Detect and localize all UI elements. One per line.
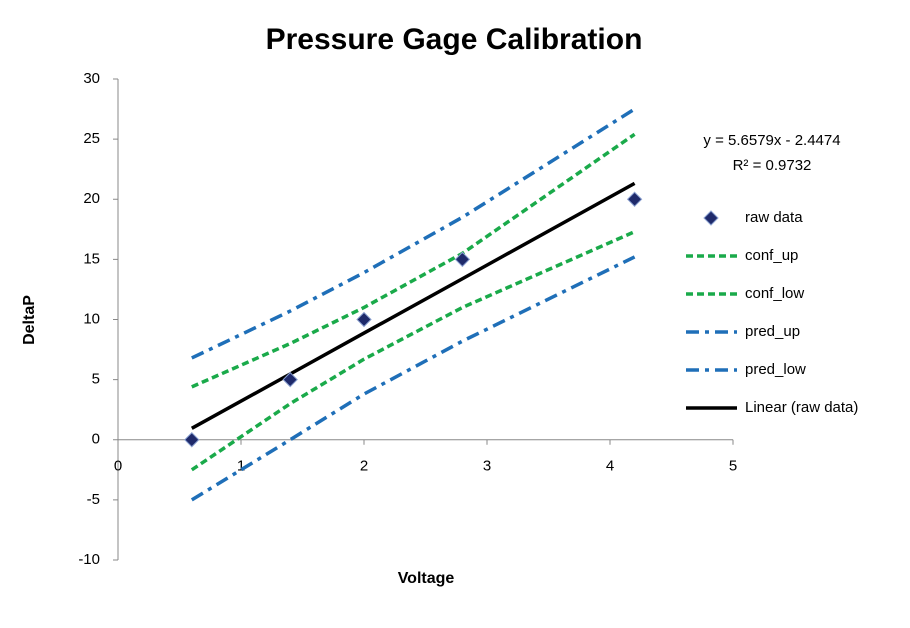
equation: y = 5.6579x - 2.4474	[703, 132, 840, 149]
legend-label: pred_up	[745, 323, 800, 340]
y-tick-label: 25	[83, 130, 100, 147]
x-tick-label: 4	[606, 458, 614, 475]
legend-marker	[703, 210, 719, 226]
y-tick-label: 10	[83, 310, 100, 327]
data-point	[626, 191, 643, 207]
series-line	[191, 107, 636, 360]
x-axis-label: Voltage	[398, 570, 455, 587]
legend-label: pred_low	[745, 361, 806, 378]
legend-label: conf_low	[745, 285, 804, 302]
y-tick-label: 20	[83, 190, 100, 207]
y-tick-label: 30	[83, 70, 100, 87]
series-line	[191, 132, 636, 389]
y-tick-label: 5	[92, 371, 100, 388]
x-tick-label: 1	[237, 458, 245, 475]
data-point	[184, 432, 200, 448]
x-tick-label: 0	[114, 458, 122, 475]
chart-title: Pressure Gage Calibration	[266, 23, 643, 56]
legend-label: conf_up	[745, 247, 798, 264]
y-tick-label: -10	[78, 551, 100, 568]
y-tick-label: -5	[87, 491, 100, 508]
series-line	[190, 255, 636, 502]
y-axis-label: DeltaP	[21, 295, 38, 345]
series-line	[190, 230, 636, 472]
r-squared: R² = 0.9732	[733, 157, 812, 174]
legend-label: Linear (raw data)	[745, 399, 858, 416]
y-tick-label: 0	[92, 431, 100, 448]
x-tick-label: 2	[360, 458, 368, 475]
x-tick-label: 3	[483, 458, 491, 475]
data-point	[454, 251, 471, 268]
series-line	[190, 181, 636, 430]
data-point	[356, 311, 372, 328]
legend-label: raw data	[745, 209, 803, 226]
y-tick-label: 15	[83, 250, 100, 267]
x-tick-label: 5	[729, 458, 737, 475]
data-point	[282, 371, 298, 388]
